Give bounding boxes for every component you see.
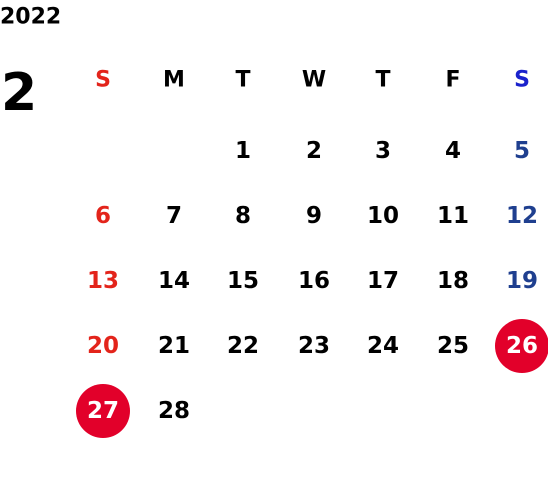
- weekday-label: T: [375, 68, 390, 93]
- highlight-circle: [495, 319, 548, 373]
- day-number: 8: [235, 203, 251, 229]
- day-number: 16: [298, 268, 330, 294]
- day-number: 24: [367, 333, 399, 359]
- weekday-label: S: [514, 68, 530, 93]
- day-number: 1: [235, 138, 251, 164]
- weekday-label: S: [95, 68, 111, 93]
- weekday-label: T: [235, 68, 250, 93]
- day-number: 15: [227, 268, 259, 294]
- day-number: 18: [437, 268, 469, 294]
- day-number: 9: [306, 203, 322, 229]
- day-number: 7: [166, 203, 182, 229]
- day-number: 25: [437, 333, 469, 359]
- weekday-label: F: [445, 68, 460, 93]
- day-number: 11: [437, 203, 469, 229]
- day-number: 10: [367, 203, 399, 229]
- day-number: 23: [298, 333, 330, 359]
- day-number: 20: [87, 333, 119, 359]
- year: 2022: [0, 5, 61, 30]
- weekday-label: W: [302, 68, 326, 93]
- day-number: 14: [158, 268, 190, 294]
- day-number: 19: [506, 268, 538, 294]
- day-number: 5: [514, 138, 530, 164]
- day-number: 4: [445, 138, 461, 164]
- day-number: 6: [95, 203, 111, 229]
- day-number: 3: [375, 138, 391, 164]
- day-number: 26: [506, 333, 538, 359]
- day-number: 13: [87, 268, 119, 294]
- day-number: 28: [158, 398, 190, 424]
- day-number: 27: [87, 398, 119, 424]
- weekday-label: M: [163, 68, 185, 93]
- day-number: 2: [306, 138, 322, 164]
- day-number: 22: [227, 333, 259, 359]
- month: 2: [1, 63, 37, 123]
- day-number: 21: [158, 333, 190, 359]
- day-number: 17: [367, 268, 399, 294]
- day-number: 12: [506, 203, 538, 229]
- highlight-circle: [76, 384, 130, 438]
